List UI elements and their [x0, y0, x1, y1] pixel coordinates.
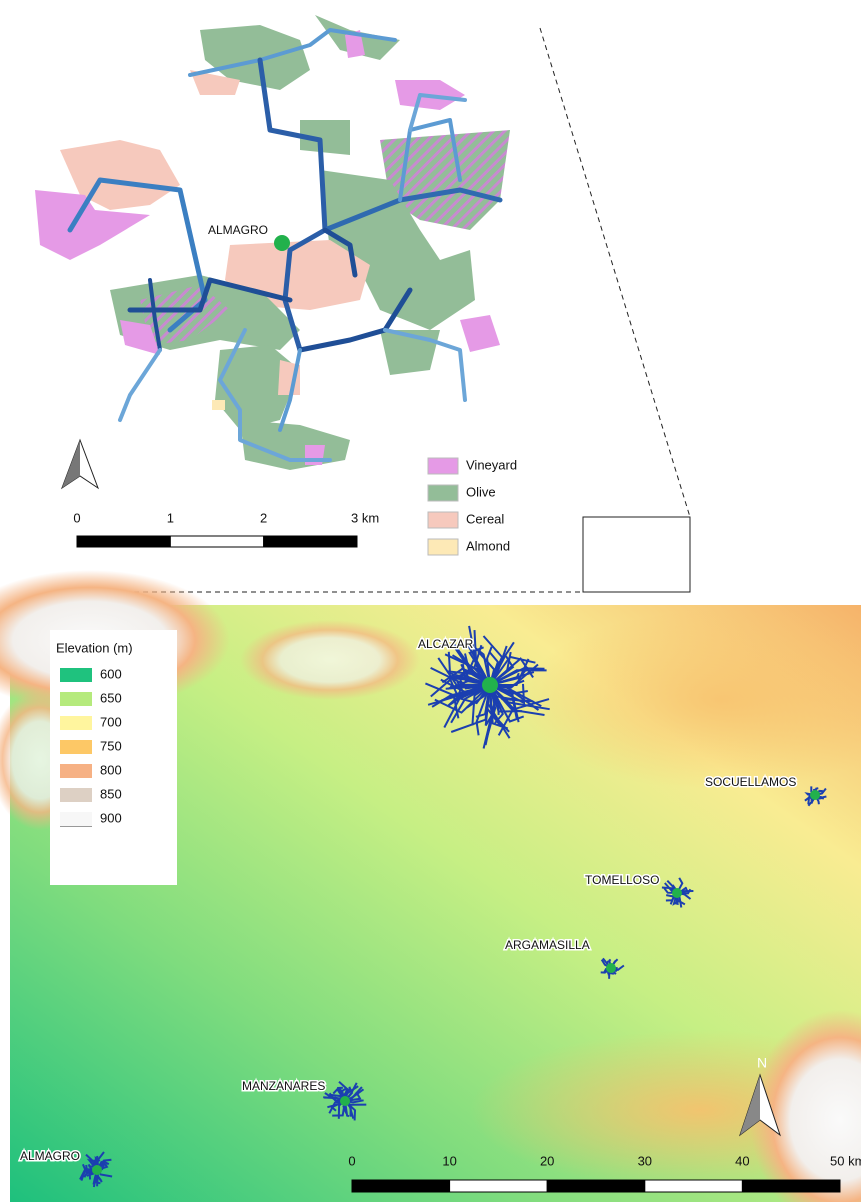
legend-label: Vineyard: [466, 457, 517, 472]
legend-swatch: [428, 539, 458, 555]
scale-label: 30: [638, 1153, 652, 1168]
high-ground: [240, 620, 420, 700]
figure: ALMAGRO Vineyard Olive Cereal Almond 0 1 2 3 k…: [0, 0, 861, 1202]
town-marker: [672, 888, 682, 898]
legend-label: 700: [100, 714, 122, 729]
elevation-legend: Elevation (m) 600 650 700 750 800 850 900: [50, 630, 177, 885]
legend-swatch: [428, 485, 458, 501]
town-marker: [92, 1165, 102, 1175]
town-marker: [482, 677, 498, 693]
legend-swatch: [428, 512, 458, 528]
legend-label: Olive: [466, 484, 496, 499]
town-label: MANZANARES: [242, 1079, 325, 1093]
town-marker: [606, 963, 616, 973]
parcels: [35, 15, 510, 470]
legend-title: Elevation (m): [56, 640, 133, 655]
scale-segment: [170, 536, 263, 547]
inset-map: ALMAGRO Vineyard Olive Cereal Almond 0 1 2 3 k…: [35, 15, 690, 592]
scale-bar: 0 1 2 3 km: [73, 510, 379, 547]
scale-label: 10: [442, 1153, 456, 1168]
scale-segment: [352, 1180, 450, 1192]
scale-segment: [547, 1180, 645, 1192]
zoom-line: [540, 28, 690, 517]
scale-label: 0: [73, 510, 80, 525]
town-marker: [340, 1096, 350, 1106]
town-label: ALMAGRO: [20, 1149, 80, 1163]
legend-swatch: [60, 716, 92, 730]
legend: Vineyard Olive Cereal Almond: [428, 457, 517, 555]
legend-label: Almond: [466, 538, 510, 553]
legend-label: 850: [100, 786, 122, 801]
legend-label: 750: [100, 738, 122, 753]
town-label: ALMAGRO: [208, 223, 268, 237]
scale-label: 40: [735, 1153, 749, 1168]
town-label: SOCUELLAMOS: [705, 775, 796, 789]
legend-swatch: [60, 668, 92, 682]
legend-swatch: [60, 740, 92, 754]
legend-swatch: [60, 788, 92, 802]
scale-segment: [742, 1180, 840, 1192]
legend-swatch: [60, 764, 92, 778]
legend-label: 650: [100, 690, 122, 705]
town-label: ARGAMASILLA: [505, 938, 590, 952]
legend-label: 600: [100, 666, 122, 681]
town-marker: [810, 790, 820, 800]
legend-label: Cereal: [466, 511, 504, 526]
scale-label: 1: [167, 510, 174, 525]
scale-segment: [645, 1180, 743, 1192]
legend-label: 800: [100, 762, 122, 777]
legend-swatch: [428, 458, 458, 474]
scale-segment: [450, 1180, 548, 1192]
legend-swatch: [60, 812, 92, 826]
town-label: ALCAZAR: [418, 637, 474, 651]
scale-label: 0: [348, 1153, 355, 1168]
overview-map: ALCAZAR SOCUELLAMOS TOMELLOSO ARGAMASILLA MA…: [0, 570, 861, 1202]
scale-label: 3 km: [351, 510, 379, 525]
scale-label: 50 km: [830, 1153, 861, 1168]
legend-label: 900: [100, 810, 122, 825]
north-arrow: [62, 440, 98, 488]
town-marker: [274, 235, 290, 251]
scale-segment: [264, 536, 357, 547]
inset-extent: [583, 517, 690, 592]
town-label: TOMELLOSO: [585, 873, 659, 887]
legend-swatch: [60, 692, 92, 706]
north-label: N: [757, 1055, 767, 1071]
scale-label: 20: [540, 1153, 554, 1168]
scale-segment: [77, 536, 170, 547]
scale-label: 2: [260, 510, 267, 525]
